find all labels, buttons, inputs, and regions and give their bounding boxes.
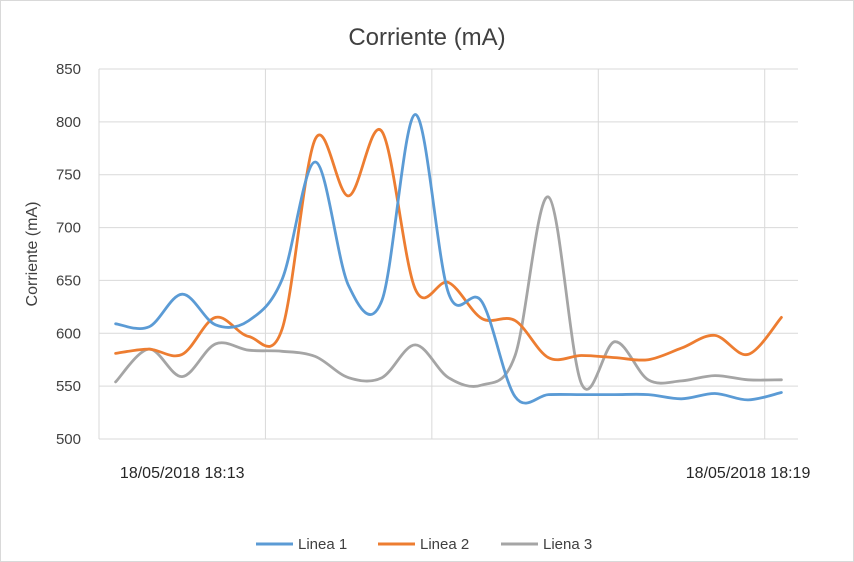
series-line-2 bbox=[114, 127, 783, 362]
y-tick-label: 700 bbox=[56, 220, 81, 237]
legend-label: Liena 3 bbox=[543, 536, 592, 553]
y-tick-label: 650 bbox=[56, 272, 81, 289]
series-line-3 bbox=[114, 195, 783, 391]
x-tick-label: 18/05/2018 18:13 bbox=[120, 465, 245, 482]
y-tick-label: 600 bbox=[56, 325, 81, 342]
y-tick-label: 850 bbox=[56, 61, 81, 78]
y-tick-label: 800 bbox=[56, 114, 81, 131]
grid-layer bbox=[99, 68, 798, 440]
y-axis-label: Corriente (mA) bbox=[24, 202, 41, 307]
legend-item-2: Linea 2 bbox=[378, 536, 469, 553]
axis-layer: 500 550 600 650 700 750 800 850 18/05/2018 18:13… bbox=[56, 61, 810, 482]
legend-label: Linea 1 bbox=[298, 536, 347, 553]
legend: Linea 1 Linea 2 Liena 3 bbox=[256, 536, 592, 553]
y-tick-label: 750 bbox=[56, 167, 81, 184]
series-layer bbox=[114, 113, 783, 405]
y-tick-label: 550 bbox=[56, 378, 81, 395]
legend-item-3: Liena 3 bbox=[501, 536, 592, 553]
legend-label: Linea 2 bbox=[420, 536, 469, 553]
x-tick-label: 18/05/2018 18:19 bbox=[686, 465, 811, 482]
y-tick-label: 500 bbox=[56, 431, 81, 448]
legend-item-1: Linea 1 bbox=[256, 536, 347, 553]
series-line-1 bbox=[114, 113, 783, 405]
chart-title: Corriente (mA) bbox=[348, 24, 505, 51]
